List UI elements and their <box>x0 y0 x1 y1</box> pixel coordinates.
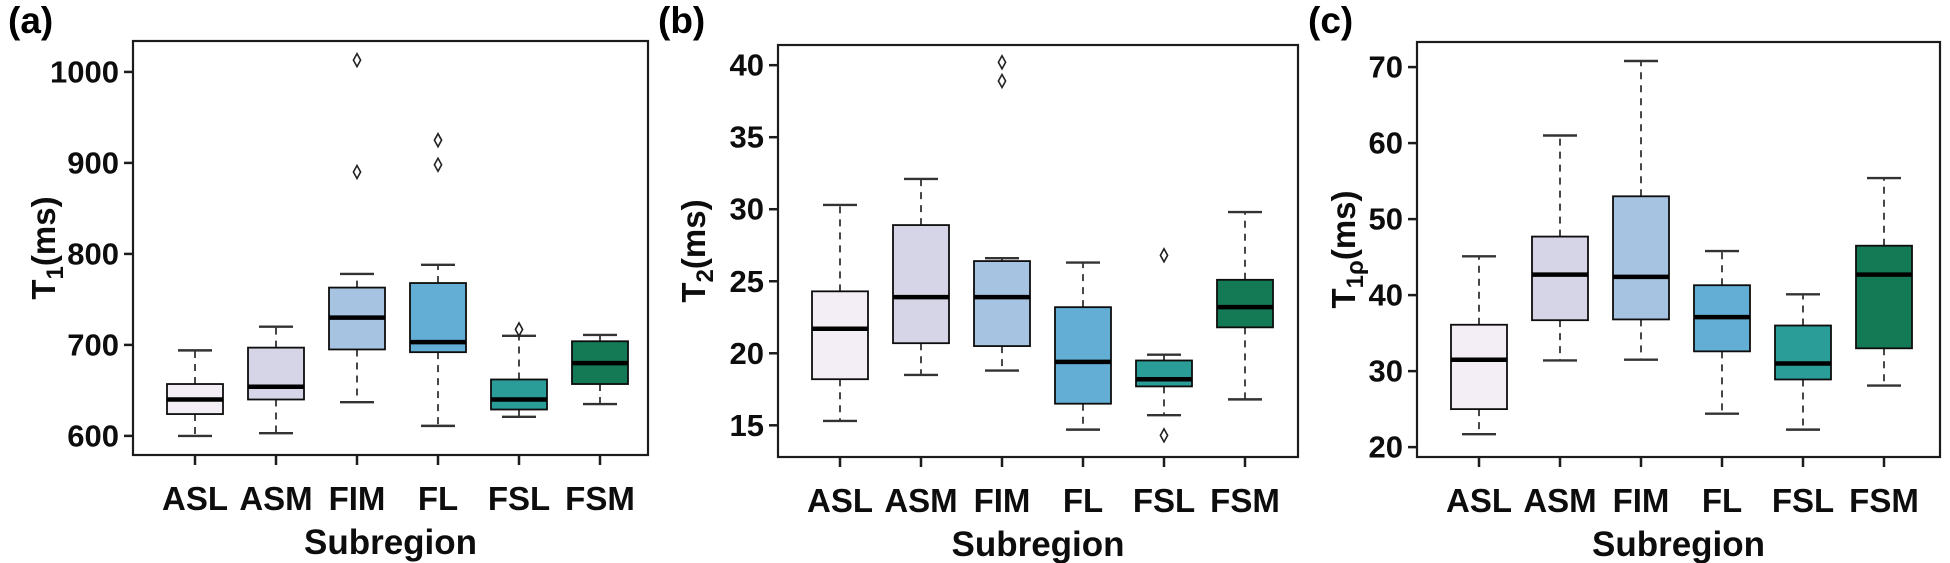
box-FSL <box>1774 293 1832 431</box>
outlier-marker <box>514 321 524 338</box>
x-category-label: ASL <box>162 480 228 517</box>
box-FSM <box>1855 176 1913 387</box>
outlier-marker <box>997 72 1007 90</box>
box-ASL <box>166 349 224 438</box>
x-category-label: FIM <box>974 482 1031 519</box>
y-tick-label: 60 <box>1369 126 1403 161</box>
iqr-box <box>1216 278 1274 329</box>
panel-c-label: (c) <box>1308 0 1354 41</box>
x-axis-title: Subregion <box>304 523 477 562</box>
box-FIM <box>328 51 386 404</box>
iqr-box <box>973 260 1031 347</box>
x-category-label: FL <box>418 480 458 517</box>
y-tick-label: 1000 <box>50 54 119 89</box>
boxplot-svg: 15 20 25 30 35 40 ASL ASM FIM FL FSL FSM T2(ms) Subre… <box>675 43 1300 563</box>
outlier-marker <box>1159 427 1169 444</box>
y-tick-label: 20 <box>1369 430 1403 465</box>
box-FL <box>1054 261 1112 431</box>
y-tick-label: 900 <box>67 145 119 180</box>
box-ASM <box>892 177 950 377</box>
x-category-label: FSL <box>488 480 550 517</box>
panel-a-label: (a) <box>8 0 54 41</box>
iqr-box <box>1774 324 1832 381</box>
box-ASL <box>1450 255 1508 436</box>
y-tick-label: 800 <box>67 236 119 271</box>
boxplot-a: 600 700 800 900 1000 ASL ASM FIM FL FSL FSM T1(ms) S… <box>0 0 650 563</box>
x-category-label: ASL <box>1446 482 1512 519</box>
box-FSL <box>490 321 548 418</box>
x-category-label: FIM <box>329 480 386 517</box>
y-axis-title: T1(ms) <box>25 196 69 299</box>
x-category-label: FL <box>1063 482 1103 519</box>
x-category-label: FL <box>1702 482 1742 519</box>
outlier-marker <box>997 54 1007 71</box>
iqr-box <box>892 224 950 345</box>
box-ASM <box>1531 134 1589 362</box>
y-axis-title: T1ρ(ms) <box>1325 190 1369 308</box>
outlier-marker <box>433 156 443 173</box>
box-ASM <box>247 325 305 435</box>
iqr-box <box>490 378 548 411</box>
boxplot-b: 15 20 25 30 35 40 ASL ASM FIM FL FSL FSM T2(ms) Subre… <box>650 0 1300 563</box>
y-tick-label: 15 <box>730 408 764 443</box>
iqr-box <box>1054 306 1112 405</box>
boxplot-c: 20 30 40 50 60 70 ASL ASM FIM FL FSL FSM T1ρ(ms) Subr… <box>1300 0 1950 563</box>
x-category-label: FSL <box>1133 482 1195 519</box>
x-category-label: FSM <box>1849 482 1919 519</box>
iqr-box <box>1612 195 1670 321</box>
y-tick-label: 25 <box>730 264 764 299</box>
box-FL <box>409 132 467 428</box>
x-category-label: FIM <box>1613 482 1670 519</box>
x-category-label: FSM <box>565 480 635 517</box>
iqr-box <box>1450 323 1508 411</box>
box-ASL <box>811 203 869 423</box>
plot-border <box>776 43 1300 459</box>
box-FL <box>1693 249 1751 415</box>
x-category-label: FSL <box>1772 482 1834 519</box>
y-tick-label: 70 <box>1369 50 1403 85</box>
iqr-box <box>247 346 305 401</box>
y-tick-label: 20 <box>730 336 764 371</box>
outlier-marker <box>433 132 443 149</box>
box-FIM <box>973 54 1031 372</box>
box-FSM <box>571 333 629 406</box>
boxplot-svg: 20 30 40 50 60 70 ASL ASM FIM FL FSL FSM T1ρ(ms) Subr… <box>1325 40 1942 563</box>
y-tick-label: 50 <box>1369 202 1403 237</box>
x-axis-title: Subregion <box>951 525 1124 563</box>
x-category-label: FSM <box>1210 482 1280 519</box>
box-FSL <box>1135 247 1193 444</box>
panel-c: (c) 20 30 40 50 60 70 ASL ASM FIM FL FSL FSM T1ρ(ms)… <box>1300 0 1950 563</box>
x-category-label: ASM <box>1523 482 1596 519</box>
y-tick-label: 700 <box>67 327 119 362</box>
iqr-box <box>1531 235 1589 322</box>
y-tick-label: 30 <box>1369 354 1403 389</box>
panel-b: (b) 15 20 25 30 35 40 ASL ASM FIM FL FSL FSM T2(ms) S… <box>650 0 1300 563</box>
panel-b-label: (b) <box>658 0 706 41</box>
outlier-marker <box>352 51 362 69</box>
box-FSM <box>1216 210 1274 401</box>
iqr-box <box>811 290 869 381</box>
iqr-box <box>1135 359 1193 388</box>
y-tick-label: 40 <box>1369 278 1403 313</box>
iqr-box <box>1855 244 1913 350</box>
x-axis-title: Subregion <box>1592 525 1765 563</box>
x-category-label: ASM <box>884 482 957 519</box>
y-tick-label: 35 <box>730 120 764 155</box>
x-category-label: ASM <box>239 480 312 517</box>
y-tick-label: 600 <box>67 418 119 453</box>
boxplot-svg: 600 700 800 900 1000 ASL ASM FIM FL FSL FSM T1(ms) S… <box>25 39 650 562</box>
panel-a: (a) 600 700 800 900 1000 ASL ASM FIM FL FSL FSM T1(… <box>0 0 650 563</box>
y-tick-label: 30 <box>730 192 764 227</box>
y-tick-label: 40 <box>730 48 764 83</box>
box-FIM <box>1612 59 1670 361</box>
outlier-marker <box>1159 247 1169 264</box>
y-axis-title: T2(ms) <box>675 199 719 302</box>
outlier-marker <box>352 163 362 181</box>
x-category-label: ASL <box>807 482 873 519</box>
